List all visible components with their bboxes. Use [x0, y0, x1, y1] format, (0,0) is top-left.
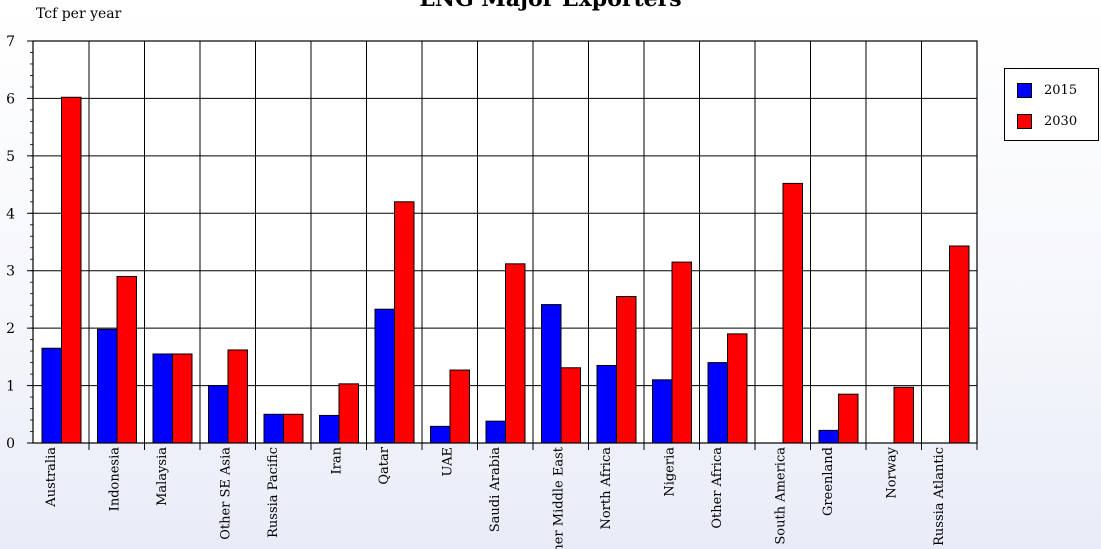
x-tick-label: Indonesia [108, 447, 123, 512]
bar-2030-greenland [838, 393, 859, 444]
x-tick-label: Russia Pacific [266, 447, 281, 538]
bar-2015-other-africa [707, 362, 728, 444]
bar-2030-other-middle-east [560, 367, 581, 444]
y-tick-label: 6 [6, 91, 15, 107]
bar-2015-iran [319, 414, 340, 444]
axes [27, 40, 978, 444]
y-tick-label: 1 [6, 379, 15, 395]
bar-2030-saudi-arabia [505, 263, 526, 444]
y-tick-label: 4 [6, 206, 15, 222]
bar-2015-qatar [374, 308, 395, 444]
x-tick-label: Saudi Arabia [488, 447, 503, 532]
bar-2030-russia-pacific [283, 413, 304, 444]
bar-2030-south-america [782, 182, 803, 444]
plot-frame [32, 40, 978, 444]
legend-swatch-2015 [1017, 83, 1032, 98]
bar-2015-russia-pacific [263, 413, 284, 444]
bar-2015-malaysia [152, 353, 173, 444]
bar-2030-other-africa [727, 333, 748, 444]
x-tick-label: Other Middle East [552, 446, 567, 549]
x-tick-label: Russia Atlantic [932, 447, 947, 546]
legend-label-2015: 2015 [1044, 83, 1078, 98]
y-axis-unit-label: Tcf per year [36, 6, 122, 22]
y-tick-label: 3 [6, 264, 15, 280]
bar-2015-indonesia [97, 328, 118, 444]
x-tick-label: North Africa [599, 447, 614, 530]
bar-2030-nigeria [671, 261, 692, 444]
bar-2030-uae [449, 369, 470, 444]
bar-2030-other-se-asia [227, 349, 248, 444]
bar-2030-qatar [394, 201, 415, 444]
bar-2015-north-africa [596, 364, 617, 444]
legend: 2015 2030 [1004, 68, 1099, 141]
x-tick-label: Qatar [377, 446, 392, 484]
bar-2030-australia [61, 96, 82, 444]
bar-2015-saudi-arabia [485, 420, 506, 444]
x-tick-label: Other SE Asia [219, 447, 234, 540]
bar-2030-malaysia [172, 353, 193, 444]
bar-2015-uae [430, 425, 451, 444]
legend-item-2015: 2015 [1017, 83, 1077, 99]
bar-2015-nigeria [652, 379, 673, 444]
bar-2030-north-africa [616, 296, 637, 444]
bar-2030-indonesia [116, 275, 137, 444]
x-tick-label: Iran [330, 446, 345, 474]
tick-labels: 0 1 2 3 4 5 6 7 Australia Indonesia Malaysia Other … [6, 34, 947, 549]
x-tick-label: Nigeria [663, 447, 678, 497]
bar-2030-russia-atlantic [949, 245, 970, 444]
bar-2015-other-se-asia [208, 385, 229, 444]
legend-item-2030: 2030 [1017, 114, 1077, 130]
x-tick-label: Other Africa [710, 447, 725, 529]
x-tick-label: South America [774, 447, 789, 545]
bar-2015-other-middle-east [541, 304, 562, 444]
x-tick-label: Malaysia [155, 447, 170, 506]
bar-2030-iran [338, 383, 359, 444]
legend-label-2030: 2030 [1044, 114, 1078, 129]
x-tick-label: Norway [885, 446, 900, 498]
bar-2030-norway [893, 386, 914, 444]
chart-title: LNG Major Exporters [0, 0, 1101, 12]
y-tick-label: 0 [6, 436, 15, 452]
bar-2015-australia [41, 347, 62, 444]
y-tick-label: 7 [6, 34, 15, 50]
y-tick-label: 2 [6, 321, 15, 337]
bar-2015-greenland [818, 429, 839, 444]
bars [41, 96, 970, 444]
legend-swatch-2030 [1017, 114, 1032, 129]
x-tick-label: Australia [44, 447, 59, 508]
y-tick-label: 5 [6, 149, 15, 165]
x-tick-label: Greenland [821, 447, 836, 516]
x-tick-label: UAE [441, 447, 456, 476]
